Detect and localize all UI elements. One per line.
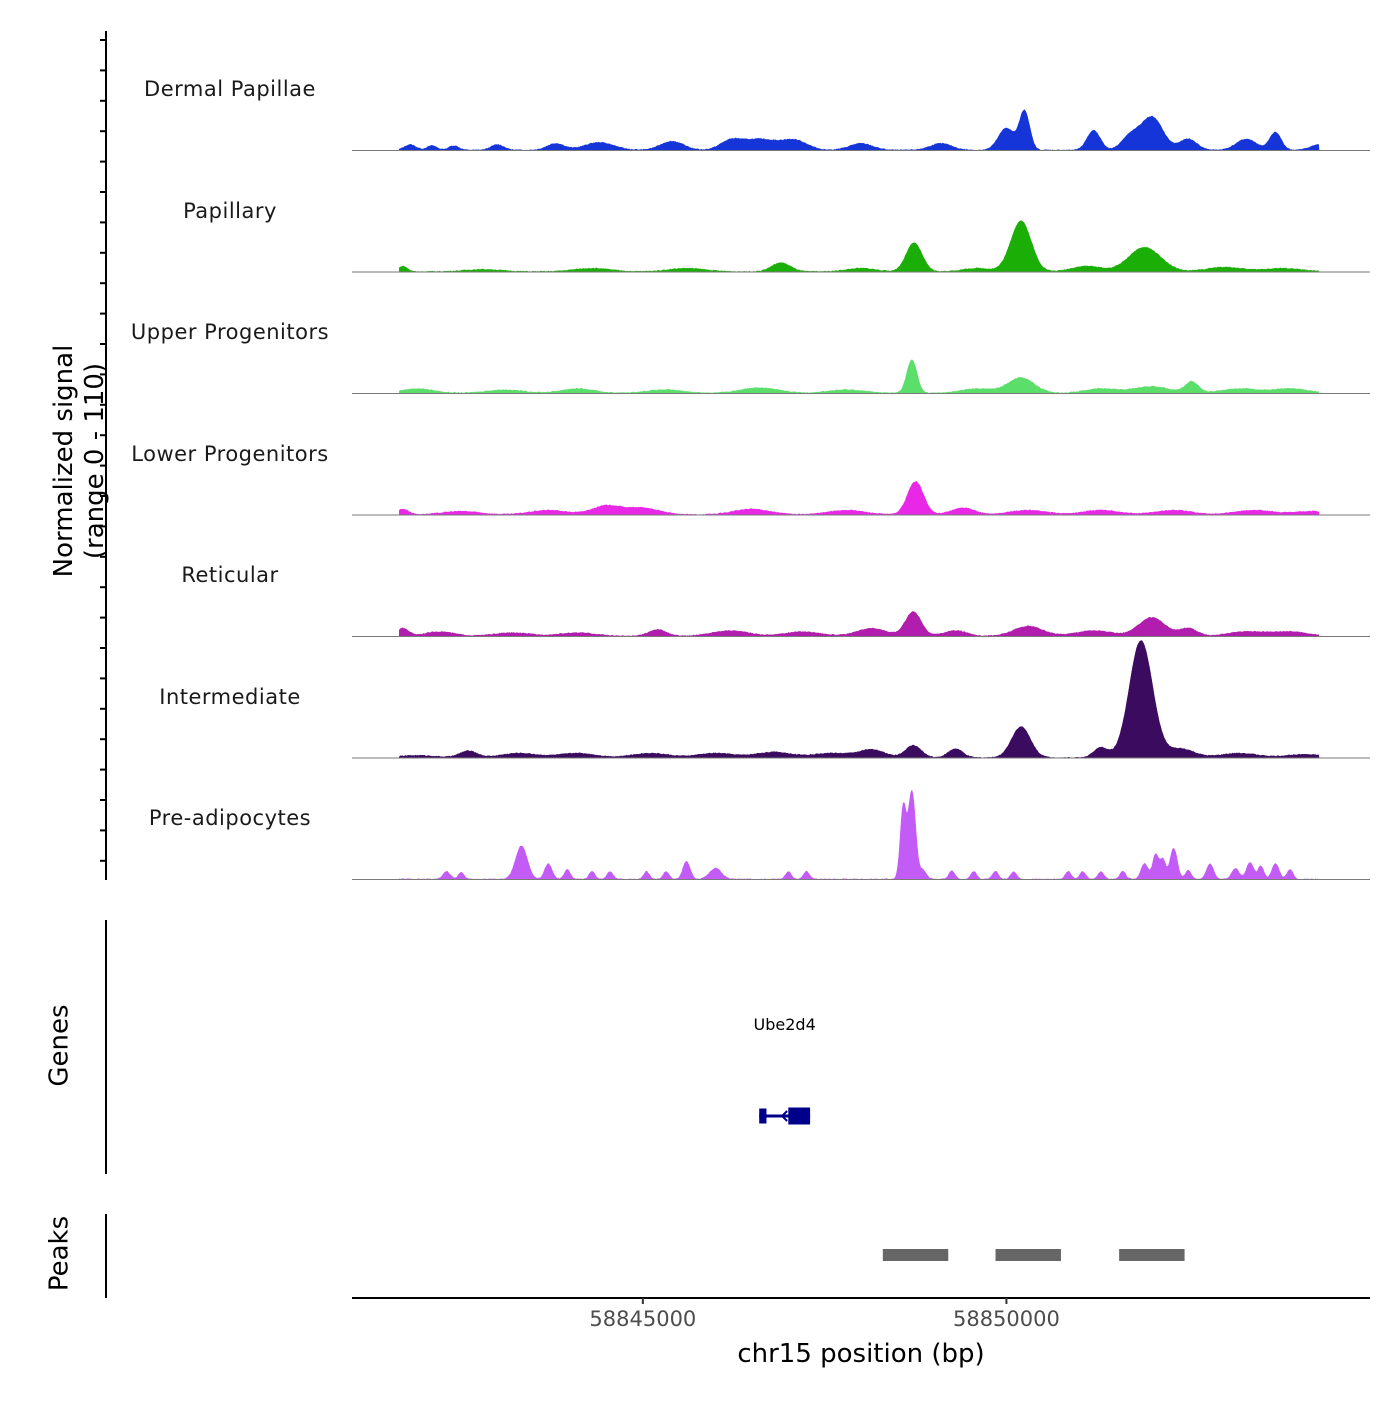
peaks-panel-label: Peaks — [44, 1215, 75, 1292]
signal-y-axis-title: Normalized signal (range 0 - 110) — [49, 344, 110, 578]
track-label: Dermal Papillae — [144, 77, 316, 101]
coverage-area-lower-progenitors — [399, 480, 1320, 516]
genes-panel-label: Genes — [44, 1004, 75, 1087]
x-axis-title: chr15 position (bp) — [737, 1339, 985, 1369]
gene-label: Ube2d4 — [753, 1015, 816, 1034]
track-label: Lower Progenitors — [131, 441, 329, 466]
coverage-area-intermediate — [399, 640, 1320, 759]
track-label: Upper Progenitors — [130, 320, 330, 344]
track-label: Reticular — [181, 563, 279, 587]
coverage-area-pre-adipocytes — [399, 789, 1320, 880]
coverage-area-dermal-papillae — [399, 109, 1320, 151]
x-tick-label: 58850000 — [952, 1307, 1060, 1331]
coverage-area-upper-progenitors — [399, 359, 1320, 394]
strand-arrow — [780, 1110, 788, 1122]
peak-region — [1119, 1249, 1185, 1261]
x-tick-label: 58845000 — [589, 1307, 697, 1331]
coverage-area-papillary — [399, 220, 1320, 273]
track-label: Intermediate — [159, 684, 301, 709]
peak-region — [995, 1249, 1061, 1261]
track-label: Papillary — [183, 198, 277, 223]
coverage-area-reticular — [399, 611, 1320, 637]
track-label: Pre-adipocytes — [148, 806, 312, 830]
gene-exon — [759, 1108, 767, 1124]
gene-exon — [788, 1107, 811, 1125]
peak-region — [882, 1249, 949, 1261]
